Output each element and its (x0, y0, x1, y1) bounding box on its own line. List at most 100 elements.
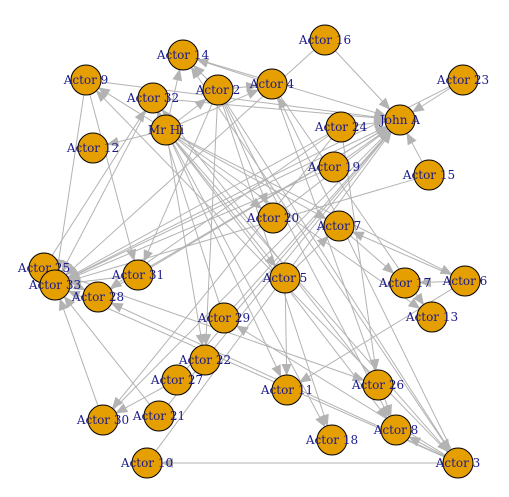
node-circle (416, 301, 448, 333)
node-circle (70, 64, 102, 96)
edge-actor24-actor30 (111, 138, 332, 410)
node-circle (257, 202, 289, 234)
node-circle (362, 369, 394, 401)
node-label: Mr Hi (148, 123, 184, 137)
node-circle (137, 82, 169, 114)
node-actor29[interactable]: Actor 29 (197, 302, 250, 334)
node-circle (318, 151, 350, 183)
edge-actor16-johna (334, 50, 391, 110)
node-actor33[interactable]: Actor 33 (28, 269, 81, 301)
node-circle (316, 424, 348, 456)
node-actor16[interactable]: Actor 16 (298, 24, 351, 56)
node-circle (323, 210, 355, 242)
node-label: Actor 3 (435, 456, 481, 470)
node-label: Actor 29 (197, 311, 250, 325)
node-label: Actor 27 (150, 373, 203, 387)
node-label: Actor 23 (436, 73, 489, 87)
edge-actor24-actor26 (342, 141, 380, 372)
edge-actor9-actor33 (53, 94, 85, 272)
node-label: Actor 4 (249, 77, 295, 91)
node-actor4[interactable]: Actor 4 (249, 68, 295, 100)
node-circle (39, 269, 71, 301)
edge-actor29-johna (233, 130, 391, 308)
edge-actor32-johna (167, 98, 387, 123)
edge-actor27-actor30 (115, 386, 165, 414)
edge-actor14-johna (197, 58, 387, 118)
edge-actor25-actor32 (51, 109, 146, 256)
node-actor10[interactable]: Actor 10 (120, 447, 173, 479)
node-circle (447, 64, 479, 96)
edge-actor31-actor33 (68, 276, 124, 287)
node-actor17[interactable]: Actor 17 (378, 267, 431, 299)
node-label: Actor 16 (298, 33, 351, 47)
node-circle (384, 104, 416, 136)
node-label: Actor 19 (307, 160, 360, 174)
node-circle (309, 24, 341, 56)
edge-actor26-actor32 (161, 109, 370, 374)
node-actor20[interactable]: Actor 20 (246, 202, 299, 234)
node-actor7[interactable]: Actor 7 (316, 210, 362, 242)
node-mrhi[interactable]: Mr Hi (148, 114, 184, 146)
node-actor15[interactable]: Actor 15 (402, 159, 455, 191)
edge-actor31-johna (150, 127, 388, 268)
node-layer: Actor 16 Actor 14 Actor 23 Actor 9 Actor 4 Ac… (17, 24, 489, 479)
node-johna[interactable]: John A (378, 104, 420, 136)
node-actor2[interactable]: Actor 2 (195, 74, 241, 106)
edge-actor3-actor4 (278, 96, 452, 450)
node-actor28[interactable]: Actor 28 (71, 281, 124, 313)
node-circle (325, 111, 357, 143)
node-actor32[interactable]: Actor 32 (126, 82, 179, 114)
edge-actor3-actor14 (190, 66, 451, 451)
node-actor13[interactable]: Actor 13 (405, 301, 458, 333)
edge-actor10-johna (155, 131, 392, 452)
node-label: Actor 7 (316, 219, 362, 233)
edge-mrhi-actor22 (168, 144, 206, 347)
edge-actor2-actor14 (192, 64, 208, 80)
edge-actor9-actor31 (89, 94, 137, 262)
edge-mrhi-actor13 (178, 138, 421, 309)
edge-actor23-johna (411, 87, 451, 113)
edge-actor24-actor33 (67, 133, 329, 279)
node-label: Actor 21 (132, 409, 185, 423)
node-circle (143, 400, 175, 432)
node-actor8[interactable]: Actor 8 (373, 414, 419, 446)
node-circle (87, 404, 119, 436)
node-actor31[interactable]: Actor 31 (111, 259, 164, 291)
node-label: Actor 14 (156, 48, 210, 62)
node-circle (189, 344, 221, 376)
node-actor18[interactable]: Actor 18 (305, 424, 358, 456)
edge-mrhi-actor4 (179, 89, 260, 125)
node-actor30[interactable]: Actor 30 (76, 404, 129, 436)
node-actor12[interactable]: Actor 12 (66, 132, 119, 164)
node-circle (380, 414, 412, 446)
node-actor23[interactable]: Actor 23 (436, 64, 489, 96)
node-actor11[interactable]: Actor 11 (260, 374, 313, 406)
node-label: Actor 24 (314, 120, 368, 134)
edge-actor30-actor33 (58, 298, 99, 407)
node-circle (389, 267, 421, 299)
node-actor5[interactable]: Actor 5 (262, 262, 308, 294)
node-actor27[interactable]: Actor 27 (150, 364, 203, 396)
node-actor3[interactable]: Actor 3 (435, 447, 481, 479)
node-actor9[interactable]: Actor 9 (63, 64, 109, 96)
node-actor14[interactable]: Actor 14 (156, 39, 210, 71)
edge-actor5-actor7 (295, 235, 329, 268)
node-label: Actor 2 (195, 83, 241, 97)
node-label: Actor 10 (120, 456, 173, 470)
node-actor22[interactable]: Actor 22 (178, 344, 231, 376)
node-actor24[interactable]: Actor 24 (314, 111, 368, 143)
node-label: Actor 30 (76, 413, 129, 427)
node-circle (208, 302, 240, 334)
node-label: Actor 28 (71, 290, 124, 304)
node-label: Actor 20 (246, 211, 299, 225)
node-actor26[interactable]: Actor 26 (351, 369, 404, 401)
node-circle (442, 447, 474, 479)
node-actor19[interactable]: Actor 19 (307, 151, 360, 183)
node-circle (202, 74, 234, 106)
node-actor6[interactable]: Actor 6 (442, 265, 488, 297)
node-actor21[interactable]: Actor 21 (132, 400, 185, 432)
edge-actor3-actor8 (408, 436, 446, 457)
node-label: Actor 6 (442, 274, 488, 288)
node-label: Actor 18 (305, 433, 358, 447)
node-label: John A (378, 113, 420, 127)
